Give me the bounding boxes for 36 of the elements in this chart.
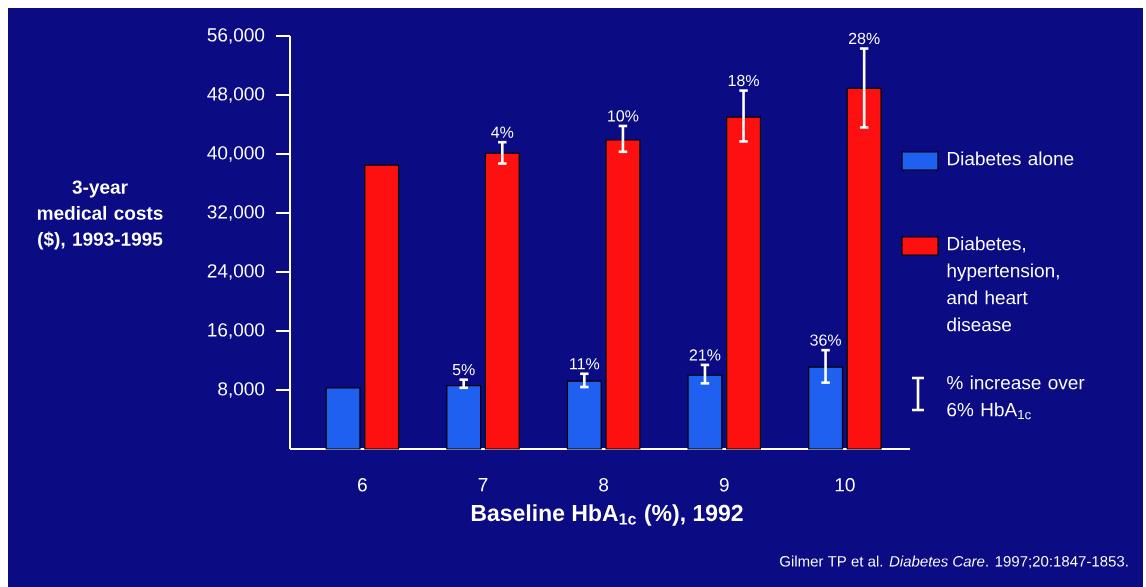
bar xyxy=(325,387,361,450)
y-tick-label: 16,000 xyxy=(208,323,265,339)
bar xyxy=(484,152,520,450)
annotation: 21% xyxy=(689,349,721,361)
bar xyxy=(364,164,400,450)
x-axis-title: Baseline HbA$_{1c}$ (%), 1992 xyxy=(471,504,743,526)
y-tick-label: 32,000 xyxy=(207,205,265,221)
y-tick-label: 8,000 xyxy=(218,382,265,398)
bar xyxy=(566,380,602,450)
y-tick-label: 48,000 xyxy=(207,87,265,103)
annotation: 36% xyxy=(810,334,841,346)
x-tick-label: 8 xyxy=(599,478,609,492)
bar xyxy=(605,139,641,450)
legend-label: Diabetes alone xyxy=(947,151,1074,166)
annotation: 5% xyxy=(452,364,475,376)
annotation: 28% xyxy=(848,32,880,45)
bar xyxy=(446,384,482,450)
x-tick-label: 9 xyxy=(719,478,729,492)
annotation: 10% xyxy=(608,110,639,122)
y-tick-label: 24,000 xyxy=(207,264,265,280)
text: % increase over 6% HbA$_{1c}$ xyxy=(947,375,1085,420)
text: Gilmer TP et al. Diabetes Care. 1997;20:1847-1853. xyxy=(780,555,1128,569)
bar xyxy=(808,366,844,450)
annotation: 11% xyxy=(570,358,600,370)
x-tick-label: 7 xyxy=(478,478,488,492)
x-tick-label: 6 xyxy=(358,478,367,492)
y-tick-label: 56,000 xyxy=(207,28,265,44)
annotation: 4% xyxy=(491,126,514,138)
legend-label: Diabetes, hypertension, and heart disease xyxy=(947,236,1059,332)
bar xyxy=(846,87,882,450)
y-axis-title: 3-year medical costs ($), 1993-1995 xyxy=(37,180,163,250)
annotation: 18% xyxy=(728,74,759,87)
x-tick-label: 10 xyxy=(835,478,855,492)
bar xyxy=(687,374,723,450)
bar xyxy=(726,116,762,450)
y-tick-label: 40,000 xyxy=(207,146,265,162)
